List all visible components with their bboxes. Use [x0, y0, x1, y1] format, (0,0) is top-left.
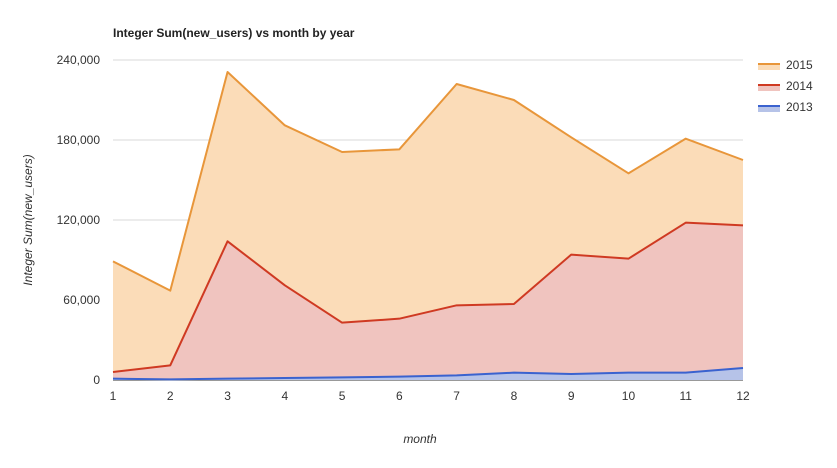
y-tick-label: 60,000	[63, 293, 100, 307]
legend-swatch	[758, 106, 780, 112]
series-areas	[113, 72, 743, 380]
x-axis-label: month	[403, 432, 437, 446]
y-tick-label: 0	[93, 373, 100, 387]
x-tick-label: 11	[679, 389, 692, 403]
x-tick-label: 10	[622, 389, 636, 403]
x-axis-ticks: 1 2 3 4 5 6 7 8 9 10 11 12	[110, 389, 750, 403]
y-tick-label: 120,000	[57, 213, 101, 227]
x-tick-label: 2	[167, 389, 174, 403]
legend-swatch	[758, 64, 780, 70]
legend-item-2015: 2015	[758, 58, 813, 72]
x-tick-label: 1	[110, 389, 117, 403]
legend: 2015 2014 2013	[758, 58, 813, 114]
y-tick-label: 240,000	[57, 53, 101, 67]
x-tick-label: 5	[339, 389, 346, 403]
legend-label: 2014	[786, 79, 813, 93]
area-2013	[113, 368, 743, 380]
line-2014	[112, 221, 744, 373]
x-tick-label: 7	[453, 389, 460, 403]
x-tick-label: 8	[511, 389, 518, 403]
x-tick-label: 6	[396, 389, 403, 403]
chart-title: Integer Sum(new_users) vs month by year	[113, 26, 355, 40]
line-2013	[112, 367, 744, 381]
x-tick-label: 12	[736, 389, 750, 403]
y-tick-label: 180,000	[57, 133, 101, 147]
legend-label: 2013	[786, 100, 813, 114]
legend-swatch	[758, 85, 780, 91]
y-axis-label: Integer Sum(new_users)	[21, 154, 35, 285]
line-2015	[112, 71, 744, 292]
legend-item-2013: 2013	[758, 100, 813, 114]
y-axis-ticks: 0 60,000 120,000 180,000 240,000	[57, 53, 101, 387]
legend-label: 2015	[786, 58, 813, 72]
area-2014	[113, 222, 743, 380]
x-tick-label: 3	[224, 389, 231, 403]
x-tick-label: 9	[568, 389, 575, 403]
x-tick-label: 4	[281, 389, 288, 403]
series-lines	[112, 71, 744, 381]
legend-item-2014: 2014	[758, 79, 813, 93]
